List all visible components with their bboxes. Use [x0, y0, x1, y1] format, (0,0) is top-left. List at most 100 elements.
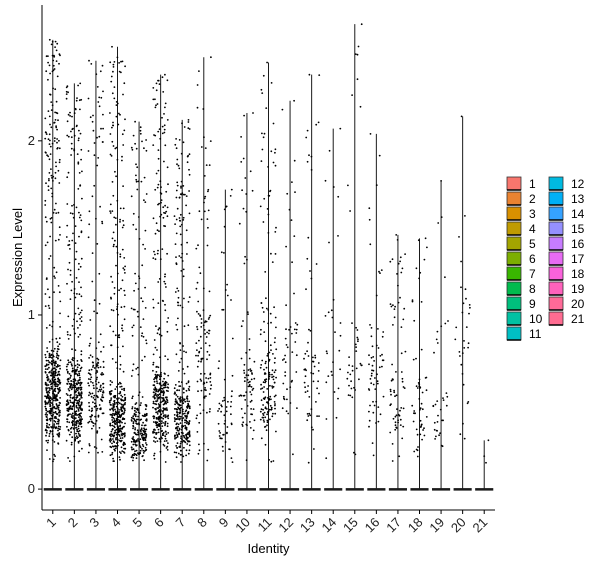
expression-point [143, 147, 145, 150]
expression-point [337, 195, 340, 198]
expression-point [49, 374, 52, 377]
expression-point [77, 442, 80, 444]
expression-point [75, 383, 78, 386]
expression-point [79, 333, 81, 336]
expression-point [140, 180, 143, 183]
expression-point [182, 413, 185, 415]
expression-point [270, 150, 273, 153]
expression-point [395, 427, 398, 429]
violin-baseline [194, 488, 213, 491]
expression-point [152, 431, 155, 434]
expression-point [178, 167, 181, 170]
expression-point [206, 350, 209, 353]
expression-point [308, 154, 310, 157]
expression-point [118, 433, 120, 436]
expression-point [145, 413, 148, 416]
expression-point [182, 185, 185, 187]
expression-point [71, 424, 74, 427]
expression-point [222, 433, 225, 436]
expression-point [80, 422, 83, 425]
expression-point [131, 448, 134, 451]
expression-point [188, 400, 191, 403]
expression-point [144, 404, 147, 406]
expression-point [51, 192, 54, 195]
expression-point [116, 305, 119, 308]
expression-point [249, 368, 252, 370]
expression-point [55, 397, 57, 399]
expression-point [295, 371, 298, 373]
x-tick-label: 8 [194, 515, 210, 531]
expression-point [88, 420, 91, 423]
legend-item-2: 2 [506, 191, 536, 206]
expression-point [180, 381, 183, 384]
expression-point [292, 453, 294, 456]
expression-point [91, 120, 94, 123]
expression-point [401, 377, 404, 380]
expression-point [79, 185, 81, 187]
expression-point [402, 386, 405, 388]
expression-point [203, 136, 205, 139]
expression-point [263, 421, 265, 423]
expression-point [268, 459, 270, 461]
expression-point [55, 368, 57, 371]
expression-point [339, 334, 342, 337]
expression-point [79, 376, 81, 379]
expression-point [250, 393, 253, 396]
expression-point [331, 316, 334, 319]
expression-point [121, 279, 124, 282]
expression-point [113, 413, 116, 416]
expression-point [272, 353, 274, 355]
expression-point [271, 387, 274, 389]
expression-point [124, 118, 126, 121]
expression-point [48, 412, 51, 414]
violin-baseline [237, 488, 256, 491]
expression-point [54, 40, 57, 43]
expression-point [75, 206, 78, 209]
expression-point [112, 194, 115, 197]
expression-point [44, 413, 47, 416]
expression-point [115, 401, 118, 404]
expression-point [164, 421, 167, 423]
expression-point [164, 144, 167, 147]
expression-point [93, 184, 96, 187]
expression-point [109, 413, 112, 416]
expression-point [178, 403, 181, 406]
expression-point [421, 438, 423, 441]
expression-point [200, 146, 203, 148]
expression-point [157, 149, 160, 152]
expression-point [119, 255, 122, 258]
expression-point [90, 415, 92, 418]
expression-point [109, 390, 112, 393]
expression-point [162, 412, 165, 414]
x-tick-label: 3 [86, 515, 102, 531]
expression-point [132, 440, 135, 443]
expression-point [175, 256, 177, 258]
expression-point [55, 398, 58, 401]
expression-point [175, 189, 178, 192]
expression-point [180, 461, 182, 463]
expression-point [159, 410, 162, 413]
expression-point [92, 361, 94, 364]
expression-point [264, 416, 267, 419]
expression-point [95, 409, 98, 412]
expression-point [48, 389, 51, 391]
violin-cluster-20 [453, 115, 472, 491]
expression-point [115, 361, 117, 364]
expression-point [185, 436, 188, 438]
expression-point [71, 417, 74, 419]
expression-point [110, 392, 112, 395]
expression-point [91, 427, 93, 430]
expression-point [77, 432, 80, 435]
expression-point [136, 310, 139, 313]
expression-point [92, 366, 94, 368]
expression-point [117, 123, 120, 126]
expression-point [142, 335, 145, 338]
expression-point [93, 367, 96, 369]
expression-point [185, 389, 188, 392]
expression-point [351, 396, 354, 399]
expression-point [144, 432, 147, 435]
expression-point [196, 281, 199, 284]
expression-point [261, 306, 264, 309]
expression-point [77, 410, 80, 412]
expression-point [187, 402, 190, 405]
